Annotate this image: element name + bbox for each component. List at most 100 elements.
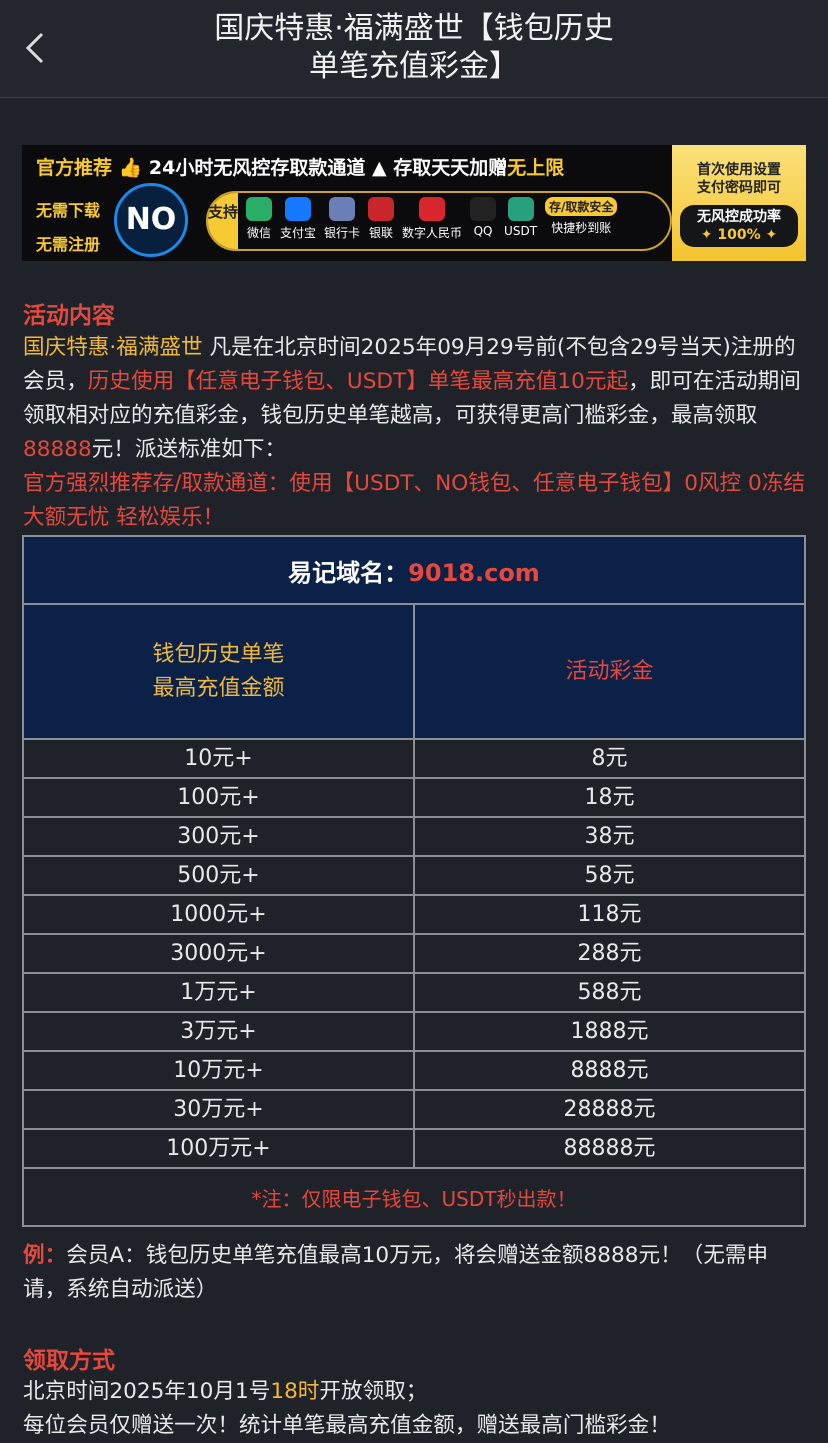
text: USDT [504,224,538,238]
table-row: 500元+ 58元 [22,855,806,896]
text: 银行卡 [324,226,361,240]
example: 例：会员A：钱包历史单笔充值最高10万元，将会赠送金额8888元！（无需申请，系… [23,1239,807,1307]
text: 无需注册 [36,235,101,254]
cell: 100万元+ [22,1128,415,1169]
text: 支付宝 [280,226,317,240]
back-button[interactable] [22,30,48,66]
text: 9018.com [408,558,540,587]
cell: 38元 [413,816,806,857]
title-line: 单笔充值彩金】 [309,49,519,84]
text: 存/取款安全 [545,197,618,216]
text: 开放领取； [319,1379,428,1404]
text: 例： [23,1243,67,1268]
cell: 300元+ [22,816,415,857]
text: 首次使用设置 支付密码即可 [672,161,806,197]
table-body: 易记域名：9018.com 钱包历史单笔 最高充值金额 活动彩金 10元+ 8元 10… [22,535,806,1227]
safe-badge: 存/取款安全快捷秒到账 [545,197,618,241]
text: 首次使用设置 [697,162,781,178]
text: 国庆特惠·福满盛世 [23,335,203,360]
text: 无风控成功率 [697,209,781,225]
cell: 3000元+ [22,933,415,974]
text: ，即可在活动期间领取相对应的充值彩金，钱包历史单笔越高，可获得更高门槛彩金，最高… [23,369,801,428]
icon [368,197,395,221]
text: 官方推荐 [36,157,113,179]
cell: 500元+ [22,855,415,896]
text: 18时 [270,1379,320,1404]
pay-methods: 微信 支付宝 银行卡 银联 数字人民币 QQ USDT 存/取款安全快捷秒到账 [246,197,618,241]
text: 钱包历史单笔 [152,641,285,667]
title-line: 国庆特惠·福满盛世【钱包历史 [214,11,614,46]
bonus-table: 易记域名：9018.com 钱包历史单笔 最高充值金额 活动彩金 10元+ 8元 10… [22,535,806,1227]
text: 存取天天加赠 [393,157,508,179]
cell: 1000元+ [22,894,415,935]
text: 易记域名： [288,558,409,587]
pay-method: QQ [470,197,497,241]
cell: 10万元+ [22,1050,415,1091]
note-cell: *注：仅限电子钱包、USDT秒出款！ [22,1167,806,1227]
pay-method: 微信 [246,197,272,241]
table-row: 3000元+ 288元 [22,933,806,974]
text: 微信 [246,226,271,240]
text: 最高充值金额 [152,675,285,701]
pay-method: USDT [504,197,537,241]
banner-left: 官方推荐 👍 24小时无风控存取款通道 ▲ 存取天天加赠无上限 无需下载 无需注… [22,145,672,261]
cell: 3万元+ [22,1011,415,1052]
table-row: 10万元+ 8888元 [22,1050,806,1091]
header-cell: 活动彩金 [413,603,806,740]
text: 快捷秒到账 [551,221,612,235]
banner-right: 首次使用设置 支付密码即可 无风控成功率 ✦ 100% ✦ [672,145,806,261]
badge: 无风控成功率 ✦ 100% ✦ [680,205,798,247]
icon [329,197,356,221]
cell: 8元 [413,738,806,779]
section-heading: 领取方式 [23,1348,115,1374]
section-heading: 活动内容 [23,303,115,329]
text: 数字人民币 [402,226,463,240]
pay-method: 数字人民币 [402,197,462,241]
pay-method: 银联 [368,197,395,241]
text: 24小时无风控存取款通道 [148,157,366,179]
text: 会员A：钱包历史单笔充值最高10万元，将会赠送金额8888元！（无需申请，系统自… [23,1243,769,1302]
cell: 58元 [413,855,806,896]
paragraph: 国庆特惠·福满盛世 凡是在北京时间2025年09月29号前(不包含29号当天)注… [23,331,807,535]
cell: 88888元 [413,1128,806,1169]
cell: 8888元 [413,1050,806,1091]
cell: 18元 [413,777,806,818]
text: 历史使用【任意电子钱包、USDT】单笔最高充值10元起 [87,369,629,394]
text: 北京时间2025年10月1号 [23,1379,271,1404]
icon [419,197,446,221]
header-row: 钱包历史单笔 最高充值金额 活动彩金 [22,603,806,740]
cell: 288元 [413,933,806,974]
table-row: 1000元+ 118元 [22,894,806,935]
icon [285,197,311,221]
cell: 1万元+ [22,972,415,1013]
header-cell: 钱包历史单笔 最高充值金额 [22,603,415,740]
table-row: 3万元+ 1888元 [22,1011,806,1052]
banner-headline: 官方推荐 👍 24小时无风控存取款通道 ▲ 存取天天加赠无上限 [36,157,565,179]
table-row: 10元+ 8元 [22,738,806,779]
promo-banner[interactable]: 官方推荐 👍 24小时无风控存取款通道 ▲ 存取天天加赠无上限 无需下载 无需注… [22,145,806,261]
cell: 1888元 [413,1011,806,1052]
table-row: 300元+ 38元 [22,816,806,857]
text: QQ [473,224,493,238]
pay-method: 银行卡 [324,197,360,241]
note-row: *注：仅限电子钱包、USDT秒出款！ [22,1167,806,1227]
text: ✦ 100% ✦ [700,227,778,243]
pay-method: 支付宝 [280,197,316,241]
text: 支付密码即可 [697,180,781,196]
table-row: 100万元+ 88888元 [22,1128,806,1169]
text: 官方强烈推荐存/取款通道：使用【USDT、NO钱包、任意电子钱包】0风控 0冻结… [23,471,805,530]
nav-bar: 国庆特惠·福满盛世【钱包历史 单笔充值彩金】 [0,0,828,98]
icon [507,197,534,221]
cell: 588元 [413,972,806,1013]
table-row: 100元+ 18元 [22,777,806,818]
text: 每位会员仅赠送一次！统计单笔最高充值金额，赠送最高门槛彩金！ [23,1413,671,1438]
icon [470,197,497,221]
frame [206,191,672,251]
cell: 10元+ [22,738,415,779]
cell: 118元 [413,894,806,935]
cell: 易记域名：9018.com [22,535,806,605]
table-row: 1万元+ 588元 [22,972,806,1013]
domain-row: 易记域名：9018.com [22,535,806,605]
cell: 100元+ [22,777,415,818]
